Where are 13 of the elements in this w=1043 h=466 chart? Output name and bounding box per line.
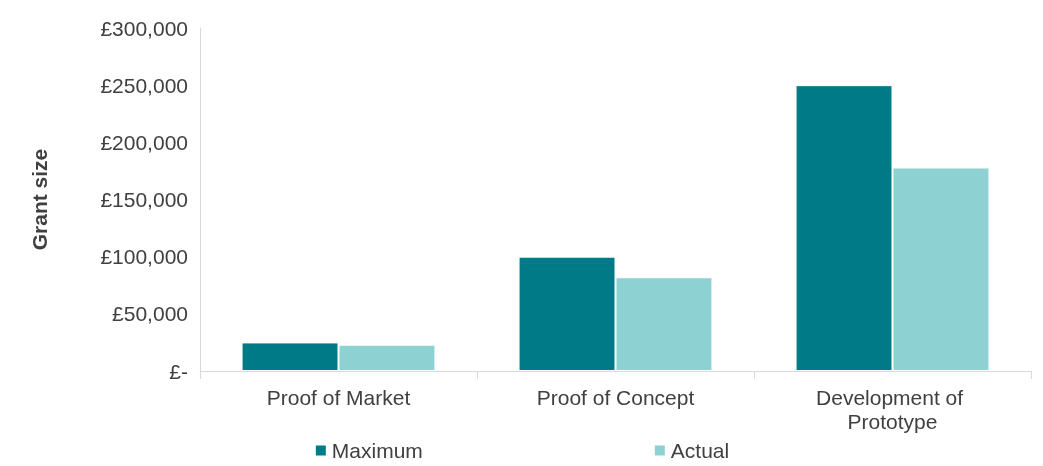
y-tick-label: £100,000 [100,245,188,269]
y-tick-label: £150,000 [100,188,188,211]
y-tick-label: £50,000 [112,302,188,326]
y-axis-title: Grant size [28,148,51,251]
legend-label: Actual [670,439,730,462]
y-tick-label: £250,000 [100,73,188,97]
y-tick-label: £- [169,359,188,383]
legend-label: Maximum [331,439,423,462]
x-tick-label: Proof of Market [266,385,411,409]
y-tick-label: £300,000 [100,16,188,40]
x-tick-label: Proof of Concept [536,385,695,409]
y-tick-label: £200,000 [100,130,188,154]
x-tick-label: Development of Prototype [816,385,969,433]
